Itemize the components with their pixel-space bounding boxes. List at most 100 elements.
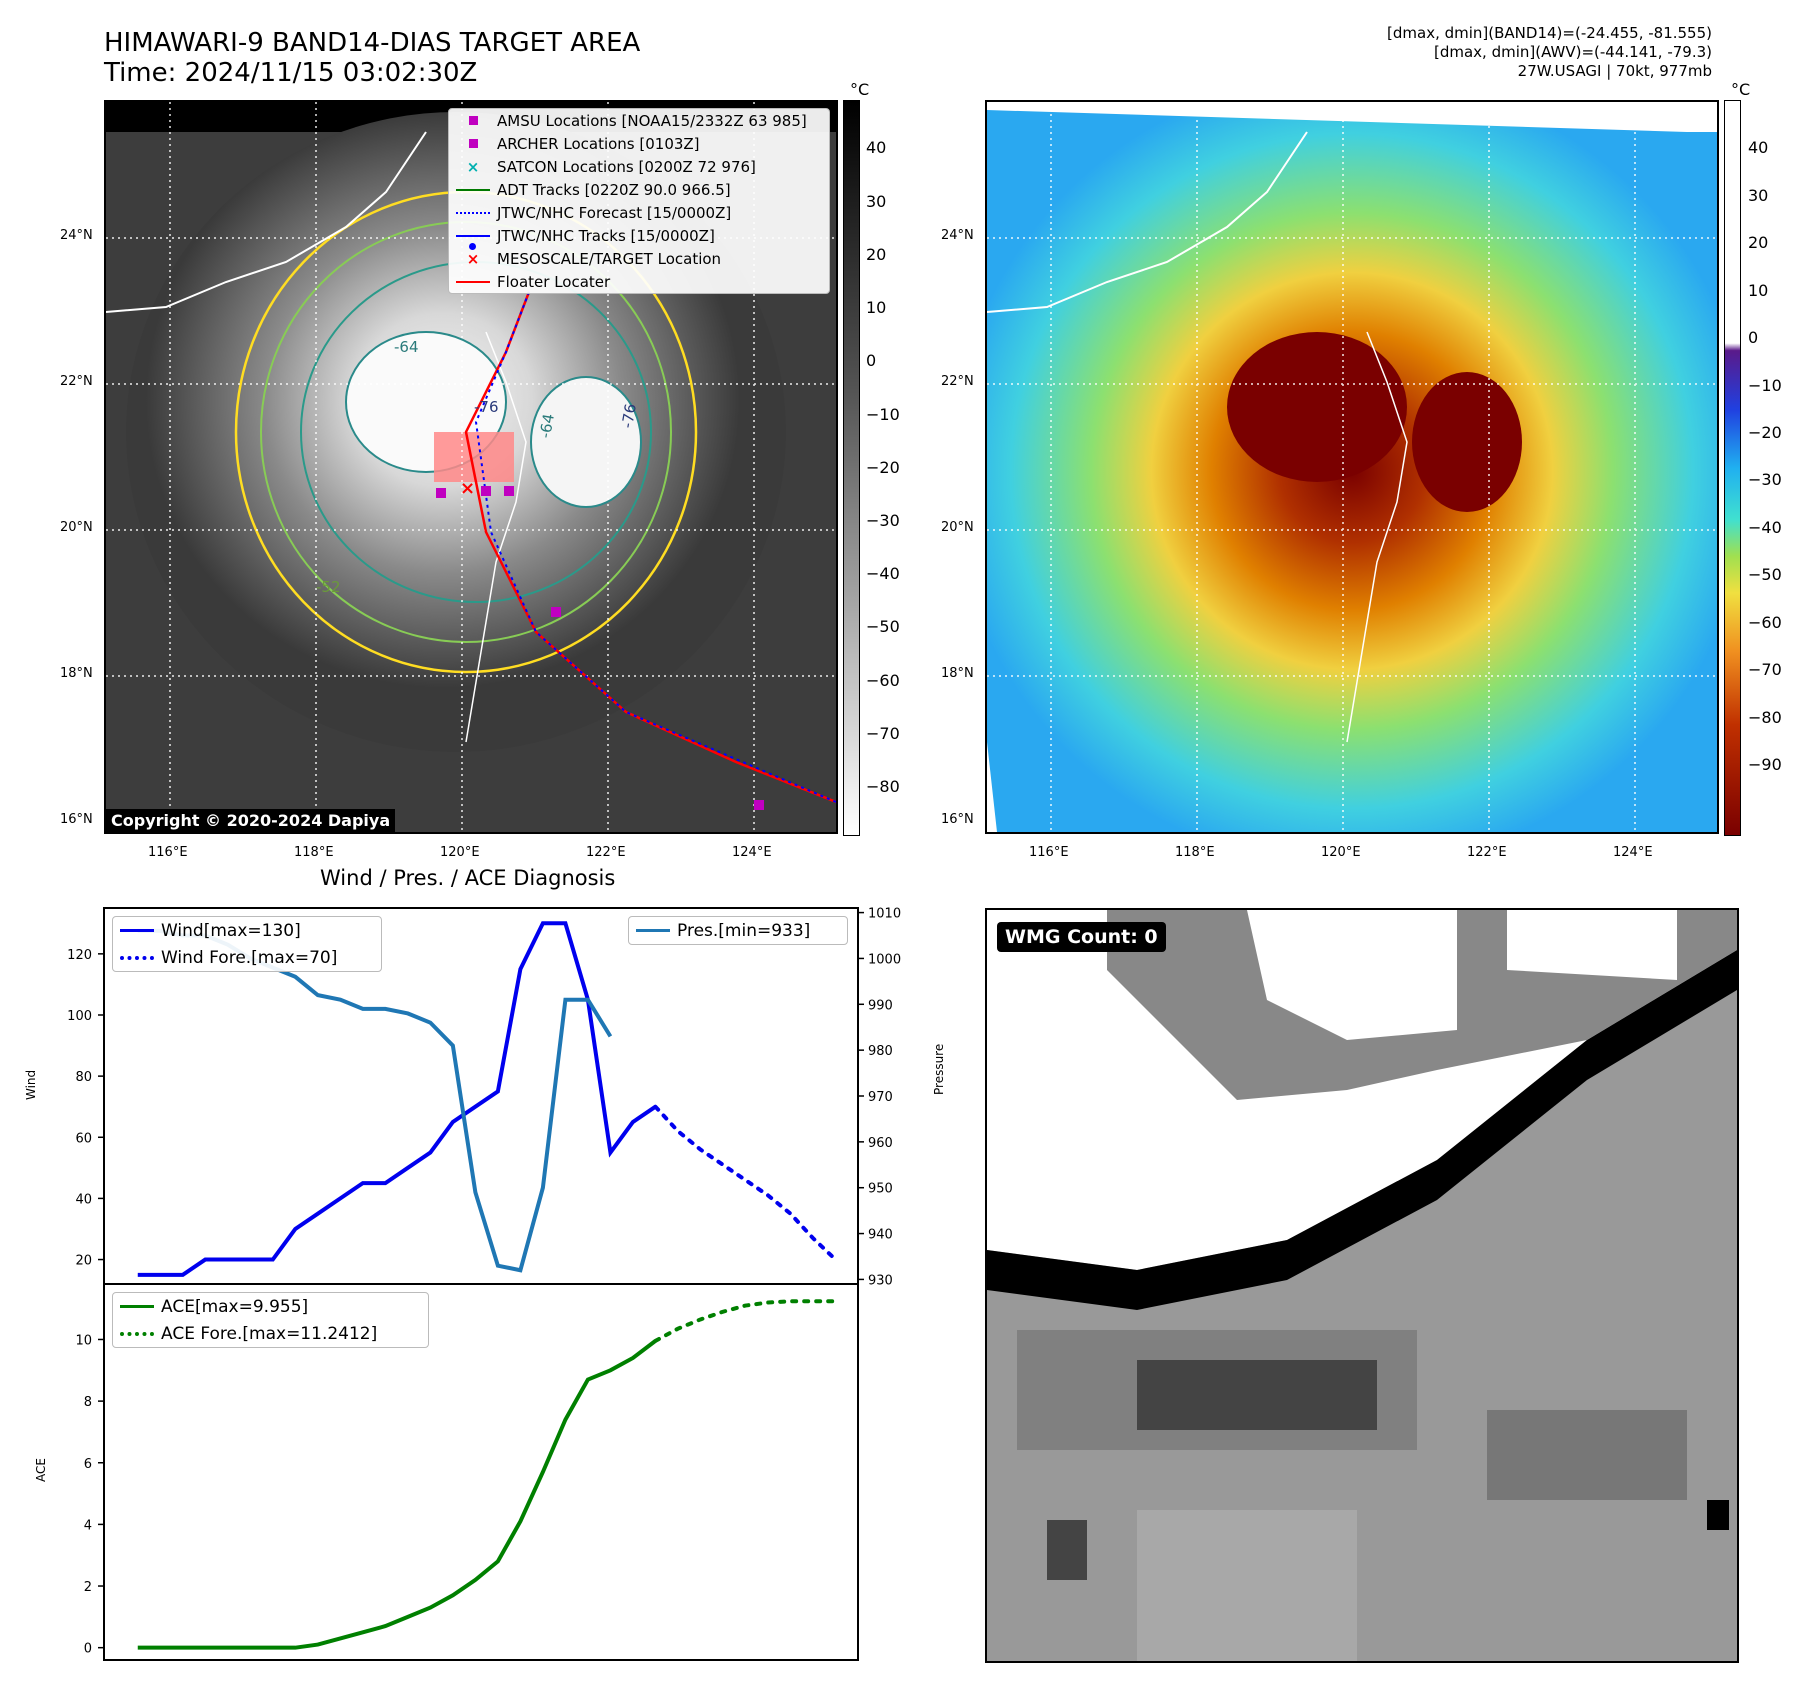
awv-cbar-tick: −60 — [1748, 612, 1782, 632]
pressure-ytick-label: 930 — [868, 1273, 893, 1288]
line-icon — [119, 1305, 155, 1308]
time-title: Time: 2024/11/15 03:02:30Z — [104, 58, 478, 88]
line-icon — [455, 188, 491, 191]
lat-label: 18°N — [941, 666, 974, 681]
ir-cbar-tick: −50 — [866, 617, 900, 637]
line-dot-icon — [455, 234, 491, 250]
lon-label: 120°E — [440, 845, 480, 860]
legend-target: × MESOSCALE/TARGET Location — [449, 247, 829, 270]
x-marker-icon: × — [466, 249, 480, 268]
awv-cbar-tick: −20 — [1748, 423, 1782, 442]
wind-ytick-label: 20 — [75, 1254, 92, 1269]
dotted-line-icon — [455, 211, 491, 214]
target-marker: × — [460, 478, 475, 499]
awv-cbar-tick: 20 — [1748, 233, 1769, 253]
contour-label: -76 — [474, 398, 499, 416]
ir-cbar-tick: −10 — [866, 404, 900, 424]
ace-ytick-label: 0 — [84, 1642, 92, 1657]
ace-series-line-0 — [137, 1339, 657, 1650]
wind-axis-label: Wind — [24, 1070, 38, 1100]
diagnosis-chart: 2040608010012093094095096097098099010001… — [24, 907, 946, 1661]
wind-ytick-label: 100 — [67, 1009, 92, 1024]
wmg-panel: WMG Count: 0 — [985, 908, 1739, 1663]
stats-awv: [dmax, dmin](AWV)=(-44.141, -79.3) — [1433, 43, 1712, 61]
line-icon — [119, 929, 155, 932]
contour-label: -52 — [316, 578, 341, 596]
legend-wind: Wind[max=130] — [113, 917, 381, 944]
legend-label: AMSU Locations [NOAA15/2332Z 63 985] — [497, 111, 807, 130]
pressure-ytick-label: 970 — [868, 1090, 893, 1105]
lon-label: 122°E — [1467, 845, 1507, 860]
ir-cbar-tick: −30 — [866, 510, 900, 530]
wind-legend: Wind[max=130] Wind Fore.[max=70] — [112, 916, 382, 972]
pressure-ytick-label: 1010 — [868, 907, 901, 922]
lat-label: 18°N — [60, 666, 93, 681]
awv-map-image — [987, 102, 1717, 832]
legend-adt: ADT Tracks [0220Z 90.0 966.5] — [449, 178, 829, 201]
lon-label: 116°E — [1029, 845, 1069, 860]
lon-label: 124°E — [1613, 845, 1653, 860]
pressure-ytick-label: 950 — [868, 1182, 893, 1197]
main-title: HIMAWARI-9 BAND14-DIAS TARGET AREA — [104, 28, 641, 58]
ir-cbar-tick: 20 — [866, 244, 887, 264]
legend-label: ADT Tracks [0220Z 90.0 966.5] — [497, 180, 731, 199]
pressure-ytick-label: 940 — [868, 1228, 893, 1243]
legend-label: Floater Locater — [497, 272, 611, 291]
legend-label: SATCON Locations [0200Z 72 976] — [497, 157, 756, 176]
ir-cbar-tick: −60 — [866, 670, 900, 690]
lat-label: 16°N — [941, 812, 974, 827]
stats-band14: [dmax, dmin](BAND14)=(-24.455, -81.555) — [1387, 24, 1712, 42]
lon-label: 120°E — [1321, 845, 1361, 860]
awv-colorbar — [1724, 100, 1741, 836]
pressure-ytick-label: 990 — [868, 998, 893, 1013]
pres-legend: Pres.[min=933] — [628, 916, 848, 945]
awv-cbar-tick: −30 — [1748, 470, 1782, 490]
storm-info: 27W.USAGI | 70kt, 977mb — [1517, 62, 1712, 80]
wind-ytick-label: 80 — [75, 1070, 92, 1085]
lon-label: 118°E — [1175, 845, 1215, 860]
ace-ytick-label: 6 — [84, 1457, 92, 1472]
ace-series-line-1 — [653, 1299, 838, 1343]
lon-label: 118°E — [294, 845, 334, 860]
line-icon — [455, 280, 491, 283]
wmg-count-badge: WMG Count: 0 — [997, 922, 1166, 952]
legend-label: Wind[max=130] — [161, 920, 301, 941]
legend-amsu: AMSU Locations [NOAA15/2332Z 63 985] — [449, 109, 829, 132]
awv-cbar-tick: 0 — [1748, 328, 1759, 348]
dotted-line-icon — [119, 1331, 155, 1336]
ir-colorbar — [843, 100, 860, 836]
legend-forecast: JTWC/NHC Forecast [15/0000Z] — [449, 201, 829, 224]
awv-cbar-tick: 10 — [1748, 280, 1769, 300]
ir-map-panel: × -64 -76 -64 -76 -52 Copyright © 2020-2… — [104, 100, 838, 834]
awv-cbar-unit: °C — [1731, 80, 1751, 99]
stats-block: [dmax, dmin](BAND14)=(-24.455, -81.555) … — [1387, 24, 1712, 81]
ir-cbar-tick: −80 — [866, 777, 900, 797]
pressure-axis-label: Pressure — [932, 1044, 946, 1095]
legend-label: JTWC/NHC Forecast [15/0000Z] — [497, 203, 732, 222]
ir-cbar-tick: −40 — [866, 564, 900, 584]
legend-wind-fore: Wind Fore.[max=70] — [113, 944, 381, 971]
ir-cbar-tick: 30 — [866, 191, 887, 211]
lon-label: 124°E — [732, 845, 772, 860]
awv-cbar-tick: −70 — [1748, 660, 1782, 680]
ir-cbar-tick: 0 — [866, 351, 877, 371]
square-icon — [455, 139, 491, 148]
legend-label: JTWC/NHC Tracks [15/0000Z] — [497, 226, 715, 245]
awv-cbar-tick: −50 — [1748, 565, 1782, 585]
awv-map-panel — [985, 100, 1719, 834]
legend-ace-fore: ACE Fore.[max=11.2412] — [113, 1320, 428, 1347]
wind-ytick-label: 120 — [67, 948, 92, 963]
lat-label: 24°N — [941, 228, 974, 243]
ace-ytick-label: 10 — [75, 1333, 92, 1348]
dotted-line-icon — [119, 955, 155, 960]
ir-cbar-tick: 10 — [866, 298, 887, 318]
lat-label: 20°N — [60, 520, 93, 535]
square-icon — [455, 116, 491, 125]
ace-ytick-label: 4 — [84, 1518, 92, 1533]
series-line-0 — [137, 921, 657, 1277]
pressure-ytick-label: 980 — [868, 1044, 893, 1059]
lat-label: 16°N — [60, 812, 93, 827]
awv-cbar-tick: −80 — [1748, 707, 1782, 727]
legend-pres: Pres.[min=933] — [629, 917, 847, 944]
ir-cbar-tick: −20 — [866, 457, 900, 477]
